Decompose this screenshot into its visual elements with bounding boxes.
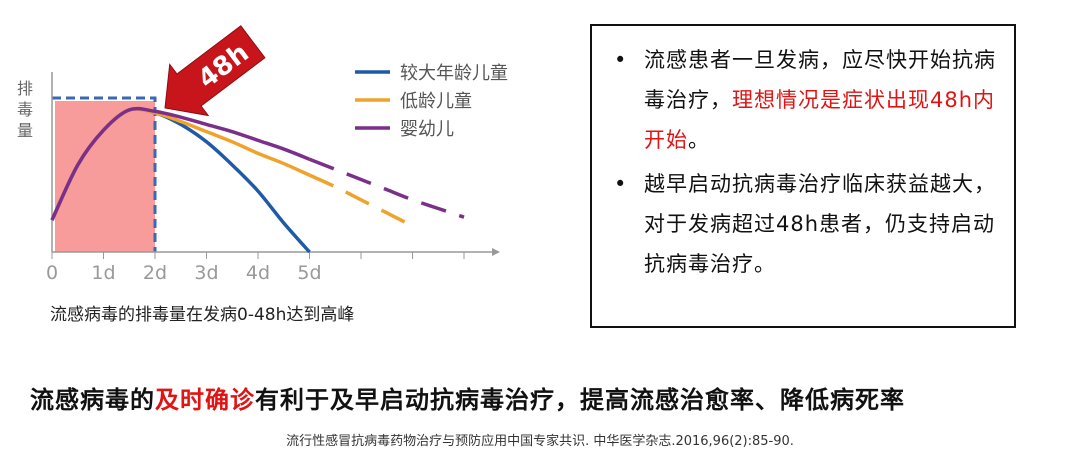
conclusion-text: 流感病毒的及时确诊有利于及早启动抗病毒治疗，提高流感治愈率、降低病死率 xyxy=(30,380,905,415)
bullet-dot: • xyxy=(614,172,627,196)
series-line xyxy=(50,106,311,221)
x-tick-label: 2d xyxy=(143,262,167,284)
series-line-dashed xyxy=(308,157,465,219)
highlight-dashed-border xyxy=(52,96,157,252)
bullet-item: • 流感患者一旦发病，应尽快开始抗病毒治疗，理想情况是症状出现48h内开始。 xyxy=(606,40,1000,160)
bullet-item: • 越早启动抗病毒治疗临床获益越大，对于发病超过48h患者，仍支持启动抗病毒治疗… xyxy=(606,164,1000,284)
bullet-segment: 流感患者一旦发病，应尽快开始抗病毒治疗， xyxy=(644,48,996,112)
series-line-dashed xyxy=(308,173,414,228)
bullet-dot: • xyxy=(614,48,627,72)
bullet-text: 越早启动抗病毒治疗临床获益越大，对于发病超过48h患者，仍支持启动抗病毒治疗。 xyxy=(644,164,1000,284)
x-tick-label: 4d xyxy=(246,262,270,284)
conclusion-before: 流感病毒的 xyxy=(30,386,155,414)
bullet-segment: 越早启动抗病毒治疗临床获益越大，对于发病超过48h患者，仍支持启动抗病毒治疗。 xyxy=(644,172,996,276)
x-tick-label: 0 xyxy=(46,262,58,284)
legend-label: 低龄儿童 xyxy=(400,91,472,112)
x-tick-label: 5d xyxy=(297,262,321,284)
y-axis-label: 毒 xyxy=(17,100,33,119)
conclusion-after: 有利于及早启动抗病毒治疗，提高流感治愈率、降低病死率 xyxy=(255,386,905,414)
citation: 流行性感冒抗病毒药物治疗与预防应用中国专家共识. 中华医学杂志.2016,96(… xyxy=(286,434,794,449)
conclusion-highlight: 及时确诊 xyxy=(155,386,255,414)
x-axis-arrow xyxy=(492,248,500,256)
chart-caption: 流感病毒的排毒量在发病0-48h达到高峰 xyxy=(50,305,355,325)
legend-label: 婴幼儿 xyxy=(400,119,454,140)
key-points-box: • 流感患者一旦发病，应尽快开始抗病毒治疗，理想情况是症状出现48h内开始。 •… xyxy=(590,24,1016,328)
legend-label: 较大年龄儿童 xyxy=(400,63,508,84)
bullet-segment: 。 xyxy=(688,128,710,152)
x-tick-label: 1d xyxy=(91,262,115,284)
arrow-shape xyxy=(164,25,266,117)
y-axis-label: 量 xyxy=(17,121,33,140)
x-tick-label: 3d xyxy=(194,262,218,284)
bullet-text: 流感患者一旦发病，应尽快开始抗病毒治疗，理想情况是症状出现48h内开始。 xyxy=(644,40,1000,160)
bullet-highlight: 理想情况是症状出现48h内开始 xyxy=(644,88,996,152)
y-axis-label: 排 xyxy=(17,79,33,98)
